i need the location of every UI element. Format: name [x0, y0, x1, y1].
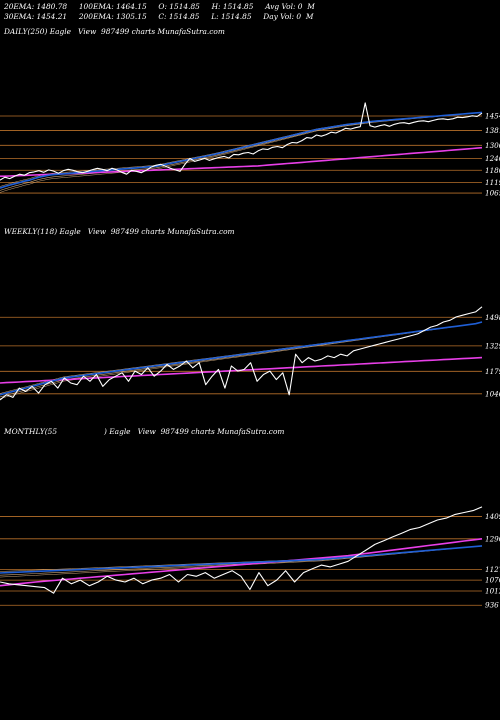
- monthly-ema-mid-line: [0, 545, 483, 576]
- daily-price-line: [0, 102, 483, 181]
- monthly-level-label: 936: [485, 601, 499, 610]
- monthly-level-label: 1409: [485, 512, 500, 521]
- monthly-ema-slow-line: [0, 538, 483, 587]
- weekly-panel: 1498 1329 1179 1046: [0, 306, 500, 401]
- daily-caption: DAILY(250) Eagle View 987499 charts Muna…: [4, 27, 225, 36]
- weekly-price-line: [0, 306, 483, 401]
- daily-level-label: 1119: [485, 178, 500, 187]
- weekly-level-label: 1046: [485, 389, 500, 398]
- daily-level-label: 1306: [485, 141, 500, 150]
- header-line-1: 20EMA: 1480.78 100EMA: 1464.15 O: 1514.8…: [4, 2, 315, 11]
- monthly-ema-mid-line: [0, 545, 483, 572]
- monthly-level-label: 1290: [485, 534, 500, 543]
- daily-level-label: 1240: [485, 154, 500, 163]
- weekly-caption: WEEKLY(118) Eagle View 987499 charts Mun…: [4, 227, 235, 236]
- monthly-caption: MONTHLY(55 ) Eagle View 987499 charts Mu…: [4, 427, 285, 436]
- weekly-level-label: 1498: [485, 313, 500, 322]
- weekly-ema-fast-line: [0, 321, 483, 396]
- monthly-panel: 1409 1290 1127 10701012 936: [0, 506, 500, 610]
- weekly-level-label: 1179: [485, 367, 500, 376]
- daily-level-label: 1180: [485, 166, 500, 175]
- daily-level-label: 1454: [485, 112, 500, 121]
- header-line-2: 30EMA: 1454.21 200EMA: 1305.15 C: 1514.8…: [4, 12, 314, 21]
- daily-level-label: 1065: [485, 189, 500, 198]
- monthly-level-label: 1012: [485, 586, 500, 595]
- monthly-price-line: [0, 506, 483, 594]
- daily-ema-mid-line: [0, 112, 483, 191]
- weekly-level-label: 1329: [485, 341, 500, 350]
- daily-ema-mid-line: [0, 112, 483, 193]
- weekly-ema-mid-line: [0, 321, 483, 399]
- monthly-ema-fast-line: [0, 545, 483, 574]
- monthly-level-label: 1127: [485, 565, 500, 574]
- monthly-ema-mid-line: [0, 545, 483, 578]
- monthly-level-label: 1070: [485, 576, 500, 585]
